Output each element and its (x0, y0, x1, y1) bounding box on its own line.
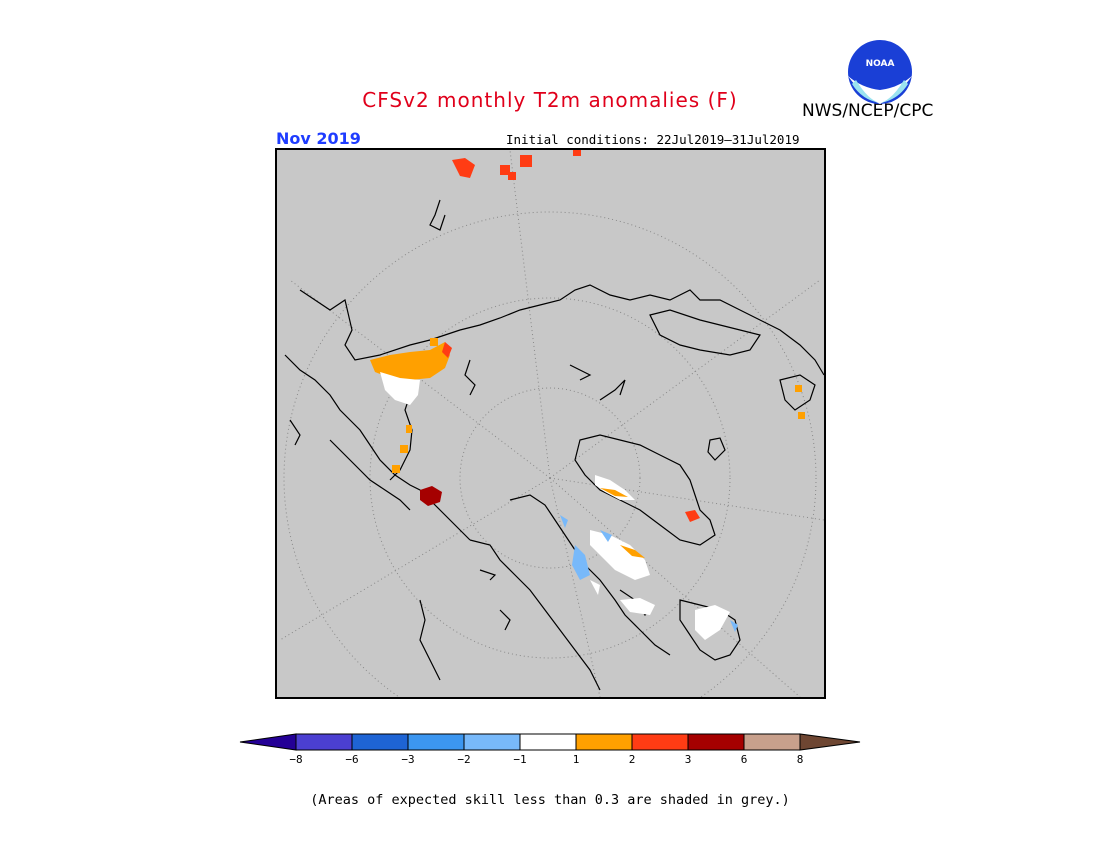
initial-conditions: Initial conditions: 22Jul2019–31Jul2019 (506, 132, 800, 147)
legend-swatch (631, 733, 689, 751)
noaa-logo: NOAA (848, 40, 912, 104)
legend-swatch (407, 733, 465, 751)
legend-tick-label: −2 (457, 753, 470, 766)
legend-arrow-right (799, 733, 861, 751)
legend-swatch (519, 733, 577, 751)
canada-white-region (590, 530, 650, 580)
noaa-logo-text: NOAA (866, 59, 895, 69)
north-red-1 (452, 158, 475, 178)
legend-swatch (463, 733, 521, 751)
map-content (279, 150, 824, 697)
legend-tick-label: −1 (513, 753, 526, 766)
chart-title: CFSv2 monthly T2m anomalies (F) (362, 88, 738, 112)
legend-swatch (687, 733, 745, 751)
legend-swatch (575, 733, 633, 751)
color-legend: −8 −6 −3 −2 −1 1 2 3 6 8 (239, 733, 861, 766)
legend-swatch (295, 733, 353, 751)
legend-tick-label: 6 (741, 753, 748, 766)
organization-label: NWS/NCEP/CPC (802, 101, 934, 121)
legend-swatch (743, 733, 801, 751)
siberia-orange-region (370, 342, 450, 380)
legend-arrow-left (239, 733, 297, 751)
legend-swatch (351, 733, 409, 751)
legend-tick-label: 1 (573, 753, 580, 766)
coastlines (284, 199, 824, 691)
siberia-white-region (380, 372, 420, 405)
legend-tick-label: 3 (685, 753, 692, 766)
canada-blue-region (572, 545, 590, 580)
skill-footnote: (Areas of expected skill less than 0.3 a… (310, 792, 790, 808)
legend-tick-label: 2 (629, 753, 636, 766)
map-frame (275, 148, 826, 699)
legend-tick-label: −6 (345, 753, 358, 766)
anomaly-regions (370, 150, 805, 640)
legend-tick-label: −3 (401, 753, 414, 766)
legend-tick-label: −8 (289, 753, 302, 766)
siberia-red-region (442, 342, 452, 358)
forecast-month: Nov 2019 (276, 129, 361, 148)
legend-tick-label: 8 (797, 753, 804, 766)
graticule (279, 150, 824, 697)
caspian-darkred-region (420, 486, 442, 506)
